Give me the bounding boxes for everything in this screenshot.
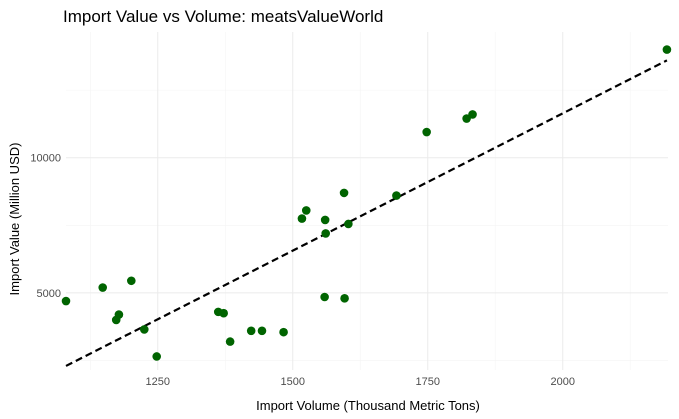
- data-point: [139, 325, 149, 334]
- x-tick-label: 1250: [146, 376, 170, 388]
- tick-labels: 5000 10000 1250 1500 1750 2000: [30, 153, 575, 388]
- y-tick-label: 5000: [37, 288, 61, 300]
- y-tick-label: 10000: [30, 153, 61, 165]
- data-points: [61, 45, 672, 361]
- data-point: [61, 296, 71, 306]
- data-point: [321, 229, 330, 238]
- data-point: [152, 352, 162, 361]
- y-axis-label: Import Value (Million USD): [7, 143, 22, 296]
- data-point: [114, 310, 124, 319]
- data-point: [392, 191, 401, 200]
- x-tick-label: 2000: [550, 376, 574, 388]
- data-point: [225, 337, 235, 346]
- trend-line: [65, 59, 668, 367]
- data-point: [468, 110, 477, 119]
- data-point: [422, 127, 431, 137]
- data-point: [297, 214, 307, 223]
- chart-title: Import Value vs Volume: meatsValueWorld: [63, 7, 383, 26]
- data-point: [662, 45, 672, 54]
- data-point: [340, 294, 349, 303]
- data-point: [339, 188, 349, 198]
- data-point: [257, 326, 267, 336]
- data-point: [246, 326, 256, 336]
- data-point: [98, 283, 108, 292]
- x-tick-label: 1750: [415, 376, 439, 388]
- data-point: [301, 206, 311, 215]
- data-point: [344, 219, 353, 229]
- x-tick-label: 1500: [281, 376, 305, 388]
- x-axis-label: Import Volume (Thousand Metric Tons): [256, 398, 480, 413]
- data-point: [320, 292, 329, 302]
- gridlines: [66, 32, 668, 370]
- data-point: [127, 276, 136, 286]
- data-point: [279, 327, 288, 337]
- data-point: [219, 308, 228, 318]
- data-point: [320, 215, 330, 225]
